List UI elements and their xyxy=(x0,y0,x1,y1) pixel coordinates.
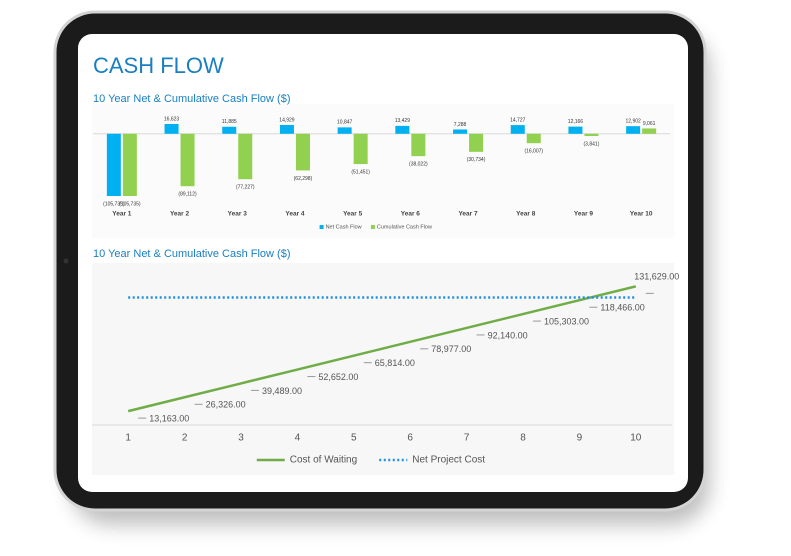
x-tick-label: Year 6 xyxy=(401,211,421,218)
camera xyxy=(63,258,69,264)
x-tick-label: Year 8 xyxy=(516,211,536,218)
value-label: (38,022) xyxy=(409,161,428,167)
x-tick-label: 7 xyxy=(464,433,470,444)
x-tick-label: 2 xyxy=(182,433,188,444)
x-tick-label: Year 2 xyxy=(170,211,190,218)
bar xyxy=(395,125,410,134)
line xyxy=(127,285,637,413)
bar xyxy=(337,127,352,134)
x-tick-label: Year 1 xyxy=(112,211,132,218)
legend-label: Net Project Cost xyxy=(412,455,485,466)
x-tick-label: Year 3 xyxy=(228,211,248,218)
x-tick-label: Year 4 xyxy=(285,211,305,218)
bar xyxy=(584,133,599,137)
value-label: 65,814.00 xyxy=(375,358,415,368)
legend-swatch xyxy=(319,225,324,229)
value-label: 26,326.00 xyxy=(206,400,246,410)
bar xyxy=(353,133,368,165)
value-label: (105,735) xyxy=(119,201,141,207)
x-tick-label: 1 xyxy=(125,433,131,444)
value-label: (16,007) xyxy=(524,149,543,155)
chart-panel xyxy=(92,104,674,238)
value-label: 16,623 xyxy=(164,116,180,122)
x-tick-label: Year 9 xyxy=(574,211,594,218)
x-tick-label: Year 5 xyxy=(343,211,363,218)
x-tick-label: 5 xyxy=(351,433,357,444)
x-tick-label: 8 xyxy=(520,433,526,444)
chart-panel xyxy=(92,263,674,475)
bar xyxy=(526,133,541,144)
value-label: (89,112) xyxy=(178,192,197,198)
page-title: CASH FLOW xyxy=(93,53,224,78)
chart-title: 10 Year Net & Cumulative Cash Flow ($) xyxy=(93,248,290,260)
bar xyxy=(642,128,657,134)
value-label: 14,929 xyxy=(279,117,295,123)
bar xyxy=(222,126,237,134)
legend-label: Cumulative Cash Flow xyxy=(377,224,432,230)
value-label: (30,734) xyxy=(467,157,486,163)
x-tick-label: 10 xyxy=(630,433,642,444)
x-tick-label: Year 10 xyxy=(630,211,653,218)
chart-title: 10 Year Net & Cumulative Cash Flow ($) xyxy=(93,93,290,105)
bar xyxy=(164,123,179,134)
value-label: 12,166 xyxy=(568,119,584,125)
value-label: (77,227) xyxy=(236,185,255,191)
value-label: (105,735) xyxy=(103,201,125,207)
value-label: (51,451) xyxy=(351,169,370,175)
value-label: (3,841) xyxy=(584,141,600,147)
value-label: 92,140.00 xyxy=(488,330,528,340)
value-label: 39,489.00 xyxy=(262,386,302,396)
legend-swatch xyxy=(370,225,375,229)
value-label: 105,303.00 xyxy=(544,316,589,326)
x-tick-label: 6 xyxy=(407,433,413,444)
bar xyxy=(106,133,121,196)
legend-label: Net Cash Flow xyxy=(326,224,362,230)
value-label: 118,466.00 xyxy=(600,303,644,313)
bar xyxy=(626,126,641,134)
value-label: 7,288 xyxy=(454,122,467,128)
value-label: 11,885 xyxy=(222,119,237,125)
x-tick-label: 9 xyxy=(577,433,583,444)
bar xyxy=(279,124,294,134)
bar xyxy=(469,133,484,152)
legend-label: Cost of Waiting xyxy=(290,455,357,466)
value-label: 10,847 xyxy=(337,120,353,126)
x-tick-label: 3 xyxy=(238,433,244,444)
bar xyxy=(180,133,195,187)
bar xyxy=(122,133,137,196)
value-label: 12,902 xyxy=(626,119,642,125)
value-label: 13,429 xyxy=(395,118,411,124)
x-tick-label: 4 xyxy=(295,433,301,444)
bar xyxy=(295,133,310,171)
value-label: 14,727 xyxy=(510,117,526,123)
value-label: (62,298) xyxy=(294,176,313,182)
value-label: 78,977.00 xyxy=(431,344,471,354)
x-tick-label: Year 7 xyxy=(458,211,478,218)
value-label: 13,163.00 xyxy=(149,414,189,424)
bar xyxy=(453,129,468,134)
bar xyxy=(238,133,253,180)
value-label: 131,629.00 xyxy=(634,272,679,282)
bar xyxy=(568,126,583,134)
bar xyxy=(510,125,525,134)
value-label: 9,061 xyxy=(643,121,656,127)
value-label: 52,652.00 xyxy=(318,372,358,382)
bar xyxy=(411,133,426,157)
